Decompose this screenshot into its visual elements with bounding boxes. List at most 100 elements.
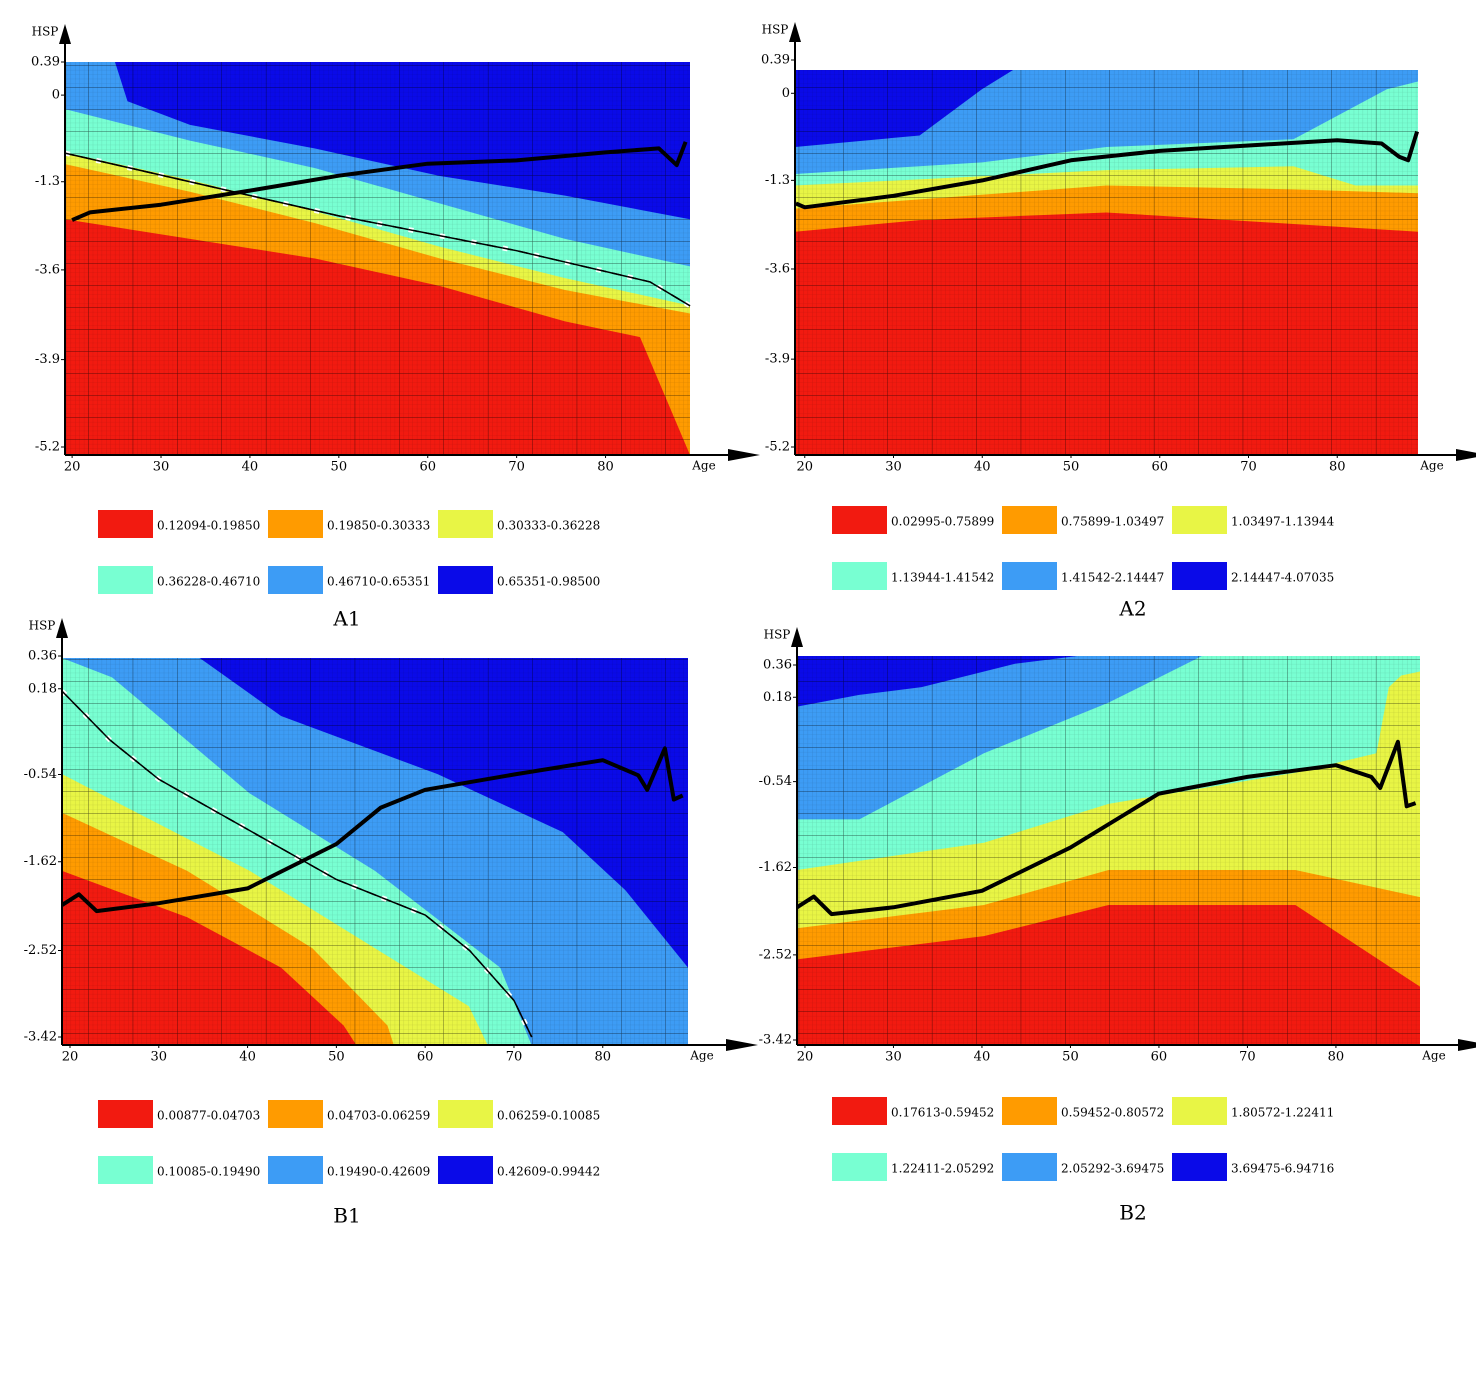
x-tick-label: 50 bbox=[1062, 1050, 1079, 1065]
legend-label: 0.75899-1.03497 bbox=[1061, 515, 1164, 529]
legend-label: 0.04703-0.06259 bbox=[327, 1109, 430, 1123]
plot-area bbox=[797, 656, 1420, 1045]
legend-label: 0.36228-0.46710 bbox=[157, 575, 260, 589]
y-axis-arrow bbox=[791, 627, 803, 647]
x-tick-label: 60 bbox=[419, 460, 436, 475]
x-tick-label: 50 bbox=[328, 1050, 345, 1065]
legend-label: 0.46710-0.65351 bbox=[327, 575, 430, 589]
legend-label: 0.10085-0.19490 bbox=[157, 1165, 260, 1179]
panel-label: B2 bbox=[1119, 1201, 1146, 1225]
legend-label: 1.13944-1.41542 bbox=[891, 571, 994, 585]
legend-swatch bbox=[832, 1153, 887, 1181]
legend-swatch bbox=[438, 1100, 493, 1128]
y-tick-label: -3.9 bbox=[35, 352, 60, 367]
y-tick-label: 0.36 bbox=[28, 649, 57, 664]
legend-label: 0.02995-0.75899 bbox=[891, 515, 994, 529]
x-tick-label: 70 bbox=[506, 1050, 523, 1065]
legend-swatch bbox=[438, 1156, 493, 1184]
y-tick-label: 0.18 bbox=[763, 690, 792, 705]
panel-label: B1 bbox=[333, 1204, 360, 1228]
legend-label: 2.05292-3.69475 bbox=[1061, 1162, 1164, 1176]
y-axis-arrow bbox=[56, 618, 68, 638]
y-axis-label: HSP bbox=[32, 25, 59, 39]
legend-swatch bbox=[98, 566, 153, 594]
y-tick-label: -1.62 bbox=[24, 854, 57, 869]
x-tick-label: 70 bbox=[508, 460, 525, 475]
coarse-grid bbox=[65, 62, 690, 455]
legend-swatch bbox=[98, 1156, 153, 1184]
y-axis-label: HSP bbox=[762, 23, 789, 37]
plot-area bbox=[62, 658, 688, 1045]
x-tick-label: 60 bbox=[1151, 460, 1168, 475]
x-axis-label: Age bbox=[689, 1049, 713, 1063]
y-tick-label: -5.2 bbox=[35, 440, 60, 455]
plot-area bbox=[795, 70, 1418, 456]
x-axis-label: Age bbox=[691, 459, 715, 473]
legend-swatch bbox=[438, 566, 493, 594]
x-tick-label: 40 bbox=[239, 1050, 256, 1065]
legend-swatch bbox=[832, 1097, 887, 1125]
y-tick-label: -1.3 bbox=[35, 174, 60, 189]
y-tick-label: -3.9 bbox=[765, 352, 790, 367]
x-tick-label: 80 bbox=[594, 1050, 611, 1065]
legend-label: 0.65351-0.98500 bbox=[497, 575, 600, 589]
coarse-grid bbox=[797, 656, 1420, 1045]
x-axis-arrow bbox=[1456, 449, 1476, 461]
y-tick-label: 0 bbox=[52, 88, 60, 103]
legend-label: 3.69475-6.94716 bbox=[1231, 1162, 1334, 1176]
legend-swatch bbox=[98, 510, 153, 538]
legend-swatch bbox=[1002, 1097, 1057, 1125]
coarse-grid bbox=[62, 658, 688, 1045]
x-tick-label: 30 bbox=[885, 1050, 902, 1065]
legend-label: 0.42609-0.99442 bbox=[497, 1165, 600, 1179]
x-tick-label: 70 bbox=[1239, 1050, 1256, 1065]
y-axis-label: HSP bbox=[29, 619, 56, 633]
x-tick-label: 80 bbox=[597, 460, 614, 475]
x-tick-label: 70 bbox=[1240, 460, 1257, 475]
x-tick-label: 60 bbox=[1151, 1050, 1168, 1065]
x-tick-label: 20 bbox=[797, 1050, 814, 1065]
panel-label: A2 bbox=[1118, 597, 1146, 621]
y-axis-arrow bbox=[789, 22, 801, 42]
fit-line-dash bbox=[61, 690, 533, 1038]
x-axis-label: Age bbox=[1419, 459, 1443, 473]
x-tick-label: 30 bbox=[153, 460, 170, 475]
legend-label: 1.80572-1.22411 bbox=[1231, 1106, 1334, 1120]
fit-line-dash bbox=[64, 152, 691, 307]
y-tick-label: 0.39 bbox=[761, 53, 790, 68]
y-tick-label: 0 bbox=[782, 86, 790, 101]
x-tick-label: 30 bbox=[151, 1050, 168, 1065]
panel-label: A1 bbox=[332, 607, 360, 631]
legend-swatch bbox=[268, 566, 323, 594]
y-tick-label: -5.2 bbox=[765, 440, 790, 455]
x-tick-label: 40 bbox=[974, 1050, 991, 1065]
y-tick-label: -3.6 bbox=[765, 261, 790, 276]
x-axis-arrow bbox=[726, 1039, 758, 1051]
legend-label: 1.41542-2.14447 bbox=[1061, 571, 1164, 585]
legend-label: 0.59452-0.80572 bbox=[1061, 1106, 1164, 1120]
y-axis-arrow bbox=[59, 24, 71, 44]
legend-swatch bbox=[1172, 1097, 1227, 1125]
y-axis-label: HSP bbox=[764, 628, 791, 642]
legend-swatch bbox=[832, 562, 887, 590]
legend-swatch bbox=[1172, 1153, 1227, 1181]
legend-label: 0.12094-0.19850 bbox=[157, 519, 260, 533]
x-tick-label: 40 bbox=[974, 460, 991, 475]
legend-swatch bbox=[268, 1100, 323, 1128]
legend-swatch bbox=[1172, 506, 1227, 534]
legend-swatch bbox=[1002, 506, 1057, 534]
legend-label: 0.19490-0.42609 bbox=[327, 1165, 430, 1179]
legend-swatch bbox=[1172, 562, 1227, 590]
x-tick-label: 50 bbox=[1063, 460, 1080, 475]
x-tick-label: 20 bbox=[796, 460, 813, 475]
plot-area bbox=[65, 62, 690, 455]
legend-label: 1.03497-1.13944 bbox=[1231, 515, 1335, 529]
x-tick-label: 80 bbox=[1328, 1050, 1345, 1065]
y-tick-label: -2.52 bbox=[24, 943, 57, 958]
mean-line bbox=[71, 141, 688, 222]
legend-label: 0.19850-0.30333 bbox=[327, 519, 430, 533]
coarse-grid bbox=[795, 70, 1418, 455]
y-tick-label: -1.3 bbox=[765, 173, 790, 188]
y-tick-label: -1.62 bbox=[759, 860, 792, 875]
